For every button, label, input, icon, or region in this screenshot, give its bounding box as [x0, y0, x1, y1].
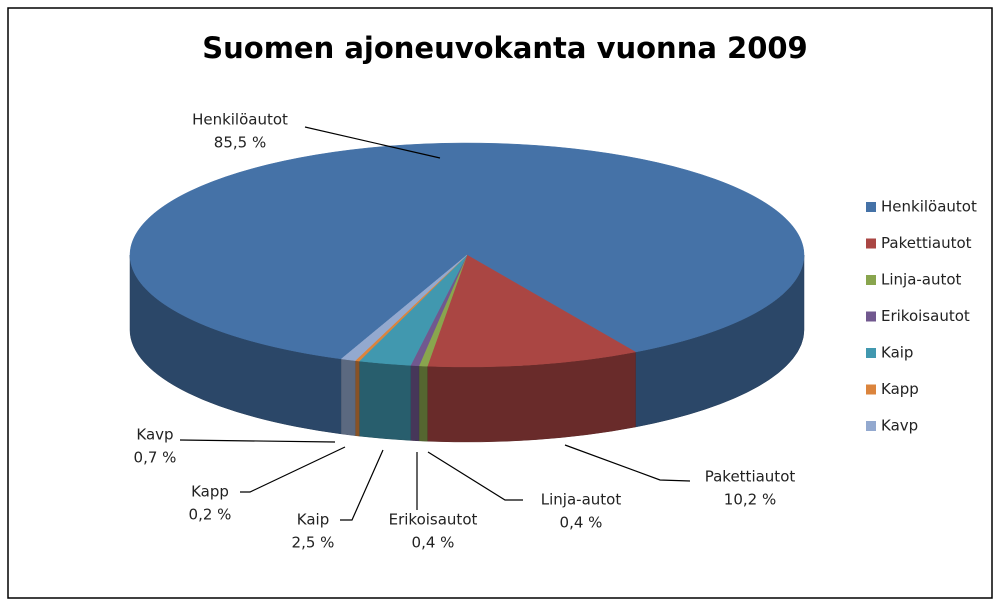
data-label-value: 2,5 % — [292, 534, 335, 552]
legend-label: Henkilöautot — [881, 198, 977, 216]
leader-line — [340, 449, 384, 521]
leader-line — [564, 444, 691, 482]
legend-swatch — [866, 348, 876, 358]
slice-side — [418, 365, 428, 442]
data-label-value: 85,5 % — [214, 134, 266, 152]
leader-line — [304, 126, 441, 159]
legend-swatch — [866, 384, 876, 395]
legend-label: Pakettiautot — [881, 234, 972, 252]
data-label-name: Kaip — [297, 511, 329, 529]
data-label-value: 0,7 % — [134, 449, 177, 467]
leader-line — [240, 446, 346, 493]
data-label-name: Kavp — [136, 426, 173, 444]
data-label-value: 0,2 % — [189, 506, 232, 524]
legend-swatch — [866, 421, 876, 431]
slice-side — [410, 365, 420, 442]
legend-label: Kaip — [881, 344, 913, 362]
data-label-name: Erikoisautot — [389, 511, 478, 529]
legend-swatch — [866, 311, 876, 322]
data-label-name: Henkilöautot — [192, 111, 288, 129]
data-label-name: Kapp — [191, 483, 229, 501]
chart-title: Suomen ajoneuvokanta vuonna 2009 — [202, 31, 807, 65]
legend-label: Kapp — [881, 380, 919, 398]
slice-side — [358, 360, 411, 441]
data-label-value: 0,4 % — [560, 514, 603, 532]
leader-line — [179, 439, 336, 443]
legend-label: Kavp — [881, 417, 918, 435]
legend-swatch — [866, 275, 876, 285]
data-label-name: Pakettiautot — [705, 468, 796, 486]
data-label-value: 0,4 % — [412, 534, 455, 552]
leader-line — [427, 451, 523, 501]
legend-swatch — [866, 238, 876, 249]
slice — [129, 142, 805, 360]
data-label-value: 10,2 % — [724, 491, 776, 509]
slice-side — [341, 358, 356, 436]
legend-label: Erikoisautot — [881, 307, 970, 325]
slice — [340, 254, 468, 361]
legend-label: Linja-autot — [881, 271, 962, 289]
slice-side — [354, 360, 360, 437]
slice — [427, 254, 637, 368]
legend-swatch — [866, 202, 876, 212]
data-label-name: Linja-autot — [541, 491, 622, 509]
